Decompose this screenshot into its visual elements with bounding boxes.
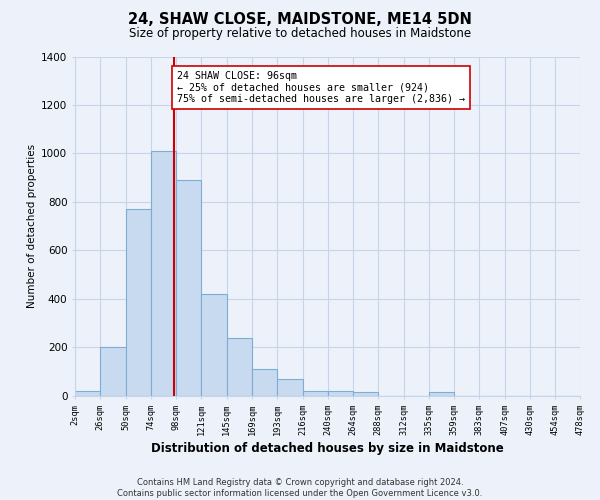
Bar (353, 392, 379, 396)
Bar (100, 348, 125, 396)
Y-axis label: Number of detached properties: Number of detached properties (27, 144, 37, 308)
Text: Size of property relative to detached houses in Maidstone: Size of property relative to detached ho… (129, 28, 471, 40)
Text: 24 SHAW CLOSE: 96sqm
← 25% of detached houses are smaller (924)
75% of semi-deta: 24 SHAW CLOSE: 96sqm ← 25% of detached h… (178, 71, 466, 104)
Bar (176, 180, 202, 396)
Bar (252, 369, 277, 396)
Bar (227, 338, 252, 396)
Bar (328, 391, 353, 396)
Bar (302, 391, 328, 396)
X-axis label: Distribution of detached houses by size in Maidstone: Distribution of detached houses by size … (151, 442, 504, 455)
Bar (429, 392, 454, 396)
Bar (202, 294, 227, 396)
Text: Contains HM Land Registry data © Crown copyright and database right 2024.
Contai: Contains HM Land Registry data © Crown c… (118, 478, 482, 498)
Bar (75, 391, 100, 396)
Text: 24, SHAW CLOSE, MAIDSTONE, ME14 5DN: 24, SHAW CLOSE, MAIDSTONE, ME14 5DN (128, 12, 472, 28)
Bar (125, 209, 151, 396)
Bar (277, 379, 302, 396)
Bar (151, 151, 176, 396)
